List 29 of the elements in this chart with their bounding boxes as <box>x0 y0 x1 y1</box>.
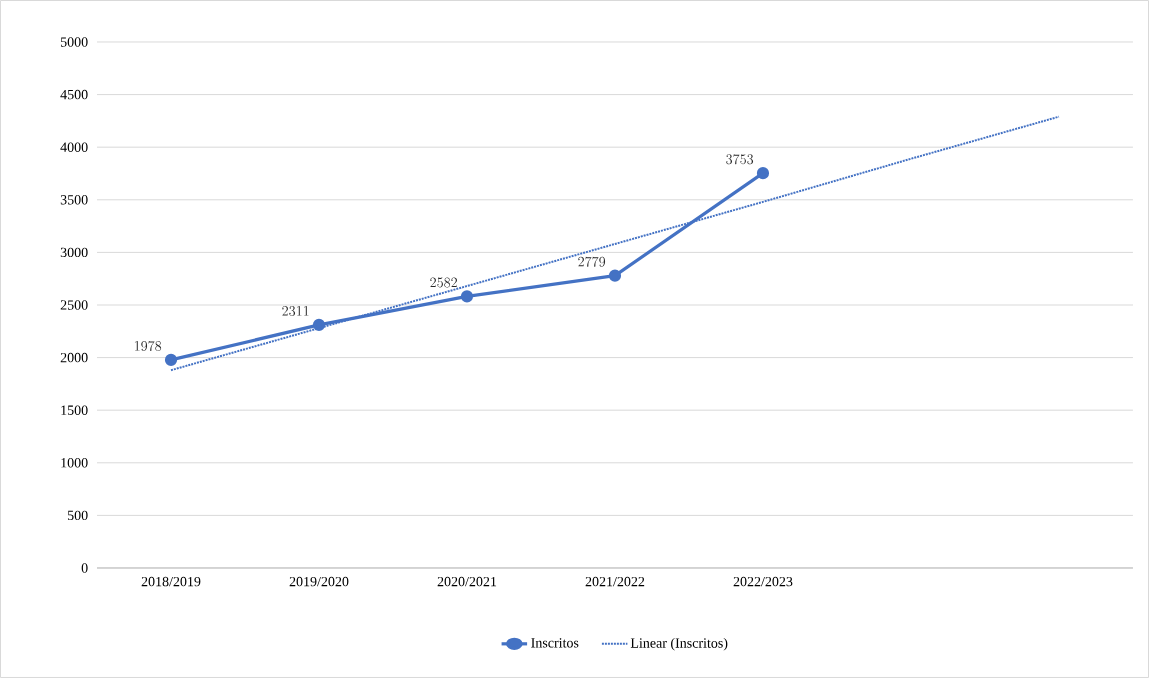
x-tick-label: 2019/2020 <box>289 576 349 587</box>
data-label: 2779 <box>578 256 606 267</box>
data-label: 1978 <box>134 340 162 351</box>
y-tick-label: 1500 <box>61 405 88 415</box>
y-tick-label: 2500 <box>60 300 88 310</box>
data-label: 3753 <box>726 154 754 165</box>
line-series <box>170 115 1060 372</box>
data-label: 2582 <box>430 277 457 288</box>
y-tick-label: 3000 <box>60 247 88 258</box>
y-tick-label: 3500 <box>60 195 88 205</box>
y-tick-label: 4000 <box>60 142 88 152</box>
x-tick-label: 2022/2023 <box>733 576 793 587</box>
legend-label: Linear (Inscritos) <box>630 637 728 651</box>
x-tick-label: 2018/2019 <box>141 576 201 587</box>
x-tick-label: 2021/2022 <box>585 576 645 587</box>
point <box>312 318 326 331</box>
y-tick-label: 0 <box>81 563 88 573</box>
point <box>164 353 178 366</box>
point <box>756 167 770 180</box>
data-label: 2311 <box>282 306 309 316</box>
point <box>460 290 474 303</box>
y-tick-label: 2000 <box>60 352 88 363</box>
y-tick-label: 5000 <box>60 37 88 47</box>
y-tick-label: 500 <box>67 510 88 521</box>
point <box>608 269 622 282</box>
y-tick-label: 1000 <box>61 458 88 468</box>
legend-label: Inscritos <box>531 638 579 648</box>
x-tick-label: 2020/2021 <box>437 576 497 587</box>
y-tick-label: 4500 <box>60 89 88 100</box>
